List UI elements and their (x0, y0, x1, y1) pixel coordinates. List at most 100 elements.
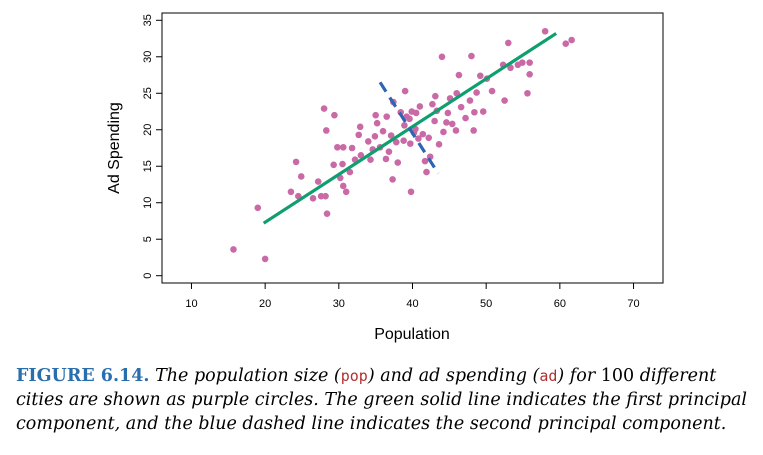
y-tick-label: 15 (142, 160, 154, 172)
y-tick-label: 30 (142, 51, 154, 63)
data-point (254, 204, 262, 212)
x-tick-label: 40 (406, 298, 418, 310)
data-point (356, 123, 364, 131)
y-tick-label: 0 (142, 273, 154, 279)
data-point (379, 127, 387, 135)
data-point (412, 109, 420, 117)
data-point (339, 160, 346, 168)
caption-text-4: different cities are shown as purple cir… (16, 366, 747, 434)
y-axis: 0 5 10 15 20 25 30 35 (142, 14, 162, 279)
caption-number: 100 (600, 366, 635, 386)
data-point (488, 87, 496, 95)
data-point (479, 108, 487, 115)
caption-code-ad: ad (539, 367, 558, 385)
data-point (309, 195, 317, 202)
data-point (334, 143, 341, 151)
data-point (320, 105, 328, 112)
data-point (389, 176, 396, 183)
data-point (401, 122, 408, 129)
data-point (429, 100, 436, 108)
caption-code-pop: pop (340, 367, 368, 385)
caption-text-1: The population size ( (149, 366, 341, 386)
data-point (297, 173, 305, 180)
data-point (415, 135, 422, 142)
data-points (230, 27, 575, 263)
data-point (419, 130, 427, 138)
data-point (367, 156, 374, 163)
data-point (524, 89, 531, 97)
data-point (448, 120, 456, 128)
data-point (423, 168, 430, 176)
plot-frame (161, 12, 664, 284)
data-point (453, 89, 461, 97)
data-point (401, 87, 409, 95)
data-point (230, 246, 237, 253)
data-point (501, 97, 508, 104)
data-point (406, 115, 413, 123)
data-point (568, 36, 575, 44)
data-point (455, 71, 463, 79)
x-tick-label: 10 (185, 298, 197, 310)
data-point (504, 39, 512, 47)
data-point (432, 92, 439, 100)
data-point (562, 40, 570, 47)
x-tick-label: 20 (259, 298, 271, 310)
y-tick-label: 25 (142, 87, 154, 99)
data-point (292, 158, 300, 166)
x-tick-label: 50 (480, 298, 492, 310)
data-point (457, 103, 465, 111)
data-point (342, 188, 350, 196)
data-point (452, 127, 460, 134)
y-tick-label: 5 (142, 236, 154, 242)
data-point (421, 157, 429, 165)
x-tick-label: 70 (627, 298, 639, 310)
data-point (383, 113, 391, 120)
data-point (385, 148, 393, 155)
data-point (287, 188, 295, 196)
data-point (507, 64, 514, 72)
y-tick-label: 20 (142, 124, 154, 136)
data-point (373, 119, 381, 127)
data-point (444, 109, 452, 117)
data-point (372, 111, 379, 119)
x-axis-label: Population (374, 326, 450, 343)
data-point (470, 127, 477, 134)
data-point (541, 27, 549, 35)
data-point (416, 103, 424, 110)
data-point (357, 151, 365, 159)
data-point (407, 188, 415, 196)
data-point (322, 127, 330, 134)
data-point (438, 53, 446, 61)
figure-caption: FIGURE 6.14. The population size (pop) a… (16, 364, 756, 436)
x-tick-label: 30 (333, 298, 345, 310)
y-tick-label: 35 (142, 14, 154, 26)
data-point (314, 178, 322, 185)
data-point (323, 210, 331, 217)
y-axis-label: Ad Spending (106, 102, 123, 194)
data-point (440, 128, 447, 136)
data-point (348, 144, 356, 152)
data-point (394, 159, 402, 166)
data-point (471, 108, 478, 116)
data-point (462, 114, 469, 122)
data-point (322, 192, 329, 200)
data-point (330, 161, 337, 169)
data-point (331, 111, 338, 119)
y-tick-label: 10 (142, 197, 154, 209)
data-point (355, 131, 363, 139)
figure-label: FIGURE 6.14. (16, 366, 150, 386)
data-point (518, 59, 526, 66)
x-axis: 10 20 30 40 50 60 70 (185, 283, 640, 310)
caption-text-3: ) for (557, 366, 601, 386)
data-point (261, 255, 269, 263)
component-lines (262, 32, 558, 225)
caption-text-2: ) and ad spending ( (367, 366, 540, 386)
data-point (476, 72, 484, 80)
data-point (392, 138, 400, 146)
data-point (443, 119, 450, 126)
data-point (526, 70, 533, 78)
data-point (339, 182, 347, 190)
data-point (473, 89, 480, 96)
x-tick-label: 60 (554, 298, 566, 310)
data-point (387, 132, 395, 139)
